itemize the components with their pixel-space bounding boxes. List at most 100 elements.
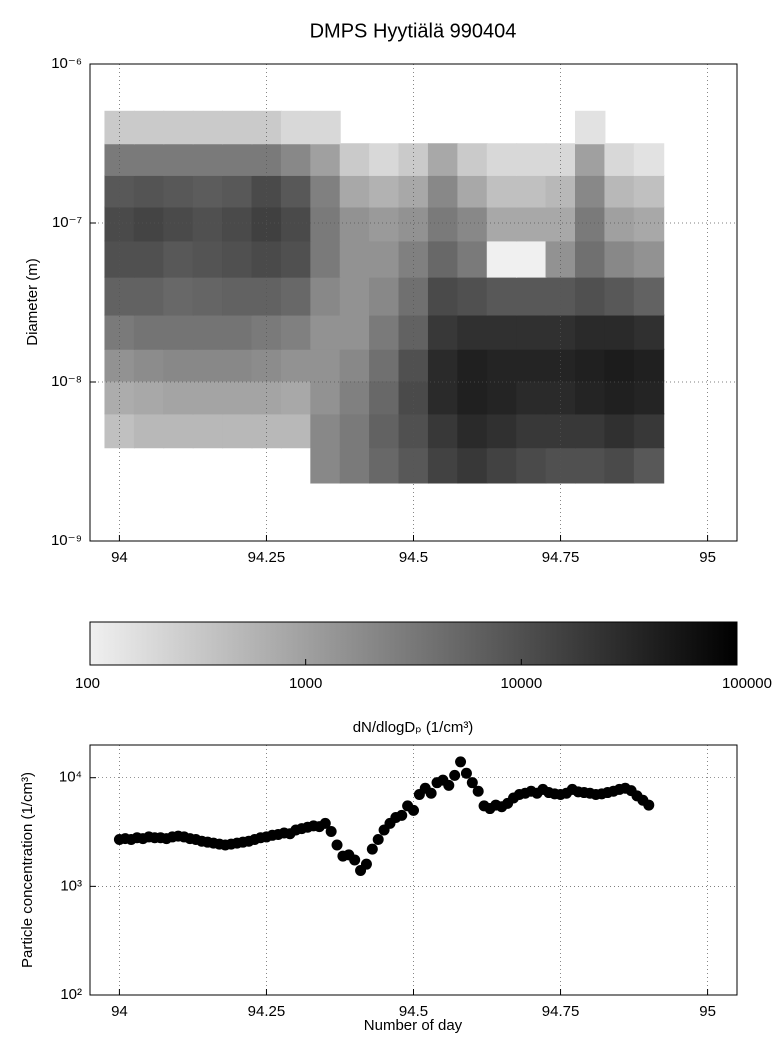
- y-tick-label: 10²: [60, 986, 82, 1003]
- contour-cell: [280, 276, 312, 316]
- x-tick-label: 94.25: [248, 1003, 286, 1020]
- contour-cell: [516, 206, 547, 242]
- contour-cell: [222, 110, 253, 145]
- contour-cell: [369, 314, 400, 350]
- contour-cell: [369, 413, 400, 449]
- contour-cell: [133, 413, 165, 449]
- contour-cell: [633, 240, 665, 278]
- colorbar-tick-label: 100: [75, 675, 100, 692]
- x-axis-label: Number of day: [364, 1017, 463, 1034]
- plot-frame: [89, 744, 738, 996]
- contour-cell: [633, 143, 665, 176]
- data-point: [396, 809, 408, 821]
- contour-cell: [575, 447, 606, 484]
- data-point: [360, 858, 372, 870]
- contour-cell: [310, 143, 341, 176]
- colorbar-label: dN/dlogDₚ (1/cm³): [353, 719, 474, 736]
- contour-cell: [192, 110, 224, 145]
- contour-cell: [486, 174, 518, 208]
- y-tick-label: 10⁻⁸: [51, 373, 82, 390]
- data-point: [408, 804, 419, 816]
- contour-cell: [310, 206, 341, 242]
- contour-field: [104, 110, 665, 484]
- contour-cell: [457, 380, 488, 415]
- contour-cell: [133, 348, 165, 382]
- contour-cell: [575, 314, 606, 350]
- contour-cell: [133, 240, 165, 278]
- contour-cell: [516, 380, 547, 415]
- data-point: [460, 767, 472, 779]
- contour-cell: [604, 276, 635, 316]
- contour-cell: [516, 240, 547, 278]
- contour-cell: [369, 348, 400, 382]
- contour-cell: [486, 348, 518, 382]
- contour-cell: [339, 143, 371, 176]
- contour-cell: [310, 314, 341, 350]
- contour-cell: [339, 413, 371, 449]
- contour-cell: [192, 413, 224, 449]
- contour-cell: [222, 348, 253, 382]
- x-tick-label: 94.5: [399, 1003, 428, 1020]
- x-tick-label: 94: [111, 549, 128, 566]
- contour-cell: [427, 380, 459, 415]
- contour-cell: [486, 143, 518, 176]
- data-point: [472, 785, 484, 797]
- contour-cell: [427, 143, 459, 176]
- contour-cell: [369, 276, 400, 316]
- contour-cell: [427, 314, 459, 350]
- data-point: [466, 777, 478, 789]
- contour-cell: [310, 240, 341, 278]
- contour-cell: [222, 143, 253, 176]
- x-tick-label: 95: [699, 549, 716, 566]
- y-tick-label: 10⁻⁷: [52, 214, 82, 231]
- colorbar-tick-label: 10000: [500, 675, 542, 692]
- x-tick-label: 95: [699, 1003, 716, 1020]
- contour-cell: [604, 240, 635, 278]
- contour-cell: [104, 240, 135, 278]
- contour-cell: [633, 380, 665, 415]
- contour-cell: [486, 314, 518, 350]
- contour-cell: [133, 276, 165, 316]
- contour-cell: [251, 380, 282, 415]
- contour-cell: [516, 314, 547, 350]
- contour-cell: [486, 206, 518, 242]
- contour-cell: [251, 110, 282, 145]
- contour-cell: [516, 143, 547, 176]
- contour-cell: [280, 413, 312, 449]
- contour-cell: [575, 110, 606, 145]
- contour-cell: [163, 206, 194, 242]
- contour-cell: [222, 314, 253, 350]
- contour-cell: [457, 206, 488, 242]
- contour-cell: [604, 447, 635, 484]
- contour-cell: [516, 447, 547, 484]
- contour-cell: [545, 240, 576, 278]
- contour-cell: [104, 110, 135, 145]
- y-axis-label: Diameter (m): [24, 258, 41, 346]
- contour-cell: [310, 110, 341, 145]
- contour-cell: [310, 276, 341, 316]
- contour-cell: [163, 276, 194, 316]
- contour-cell: [575, 276, 606, 316]
- contour-cell: [457, 276, 488, 316]
- plot-frame: [89, 63, 738, 542]
- contour-cell: [516, 413, 547, 449]
- contour-cell: [575, 348, 606, 382]
- contour-cell: [192, 143, 224, 176]
- contour-cell: [604, 143, 635, 176]
- contour-cell: [575, 174, 606, 208]
- contour-cell: [369, 174, 400, 208]
- x-tick-label: 94.75: [542, 1003, 580, 1020]
- x-tick-label: 94.25: [248, 549, 286, 566]
- contour-cell: [545, 348, 576, 382]
- data-point: [455, 756, 467, 768]
- contour-cell: [104, 413, 135, 449]
- contour-cell: [280, 240, 312, 278]
- contour-cell: [486, 276, 518, 316]
- contour-cell: [339, 206, 371, 242]
- data-point: [349, 854, 361, 866]
- contour-cell: [163, 240, 194, 278]
- contour-cell: [545, 447, 576, 484]
- contour-cell: [486, 413, 518, 449]
- contour-cell: [516, 348, 547, 382]
